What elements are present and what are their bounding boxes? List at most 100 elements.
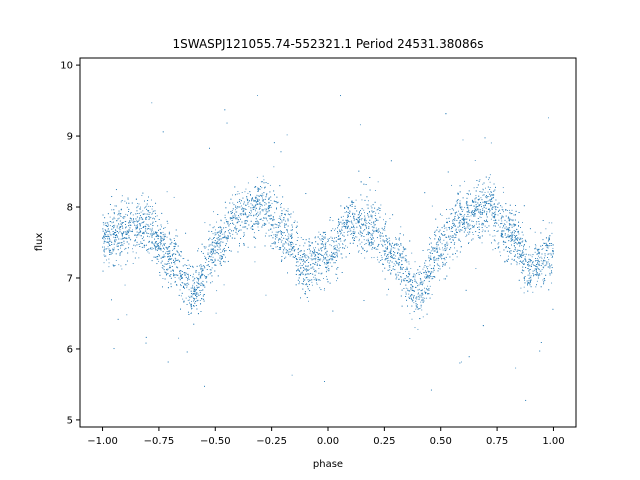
scatter-point: [414, 261, 416, 263]
scatter-point: [548, 245, 550, 247]
scatter-point: [543, 267, 545, 269]
scatter-point: [445, 248, 447, 250]
scatter-point: [352, 217, 354, 219]
scatter-point: [148, 236, 150, 238]
scatter-point: [114, 205, 116, 207]
scatter-point: [283, 232, 285, 234]
scatter-point: [120, 247, 121, 249]
scatter-point: [349, 211, 351, 213]
scatter-point: [371, 221, 373, 223]
scatter-point: [386, 238, 388, 239]
scatter-point: [278, 249, 280, 250]
scatter-point: [551, 272, 553, 274]
scatter-point: [198, 248, 199, 250]
scatter-point: [473, 212, 475, 213]
scatter-point: [287, 220, 289, 222]
scatter-point: [306, 273, 308, 275]
scatter-point: [426, 288, 428, 290]
scatter-point: [497, 214, 499, 216]
scatter-point: [509, 223, 511, 225]
scatter-point: [368, 226, 370, 228]
scatter-point: [393, 257, 395, 259]
scatter-point: [373, 240, 375, 242]
scatter-point: [328, 268, 330, 269]
scatter-point: [156, 243, 158, 245]
scatter-point: [486, 214, 487, 216]
scatter-point: [428, 289, 430, 291]
scatter-point: [408, 296, 410, 298]
scatter-point: [444, 257, 445, 259]
scatter-point: [422, 281, 424, 283]
scatter-point: [548, 253, 550, 255]
scatter-point: [207, 254, 209, 255]
scatter-point: [538, 255, 539, 257]
scatter-point: [459, 231, 461, 233]
scatter-point: [254, 186, 256, 188]
scatter-point: [397, 263, 399, 265]
scatter-point: [308, 300, 309, 302]
scatter-point: [504, 224, 506, 226]
scatter-point: [226, 238, 228, 240]
scatter-point: [301, 271, 303, 273]
scatter-point: [473, 224, 475, 226]
scatter-point: [178, 253, 180, 255]
scatter-point: [255, 210, 256, 212]
scatter-point: [285, 256, 287, 258]
scatter-point: [401, 253, 403, 255]
scatter-point: [493, 194, 495, 196]
scatter-point: [285, 234, 286, 236]
scatter-point: [452, 223, 454, 225]
scatter-point: [120, 265, 122, 267]
scatter-point: [420, 304, 422, 306]
scatter-point: [111, 252, 113, 254]
scatter-point: [274, 212, 276, 214]
scatter-point: [404, 268, 406, 270]
scatter-point: [261, 205, 263, 207]
scatter-point: [205, 262, 207, 263]
scatter-point: [334, 229, 335, 231]
scatter-point: [168, 262, 170, 264]
scatter-point: [373, 210, 375, 212]
scatter-point: [255, 223, 257, 224]
scatter-point: [446, 275, 448, 277]
scatter-point: [135, 240, 136, 242]
scatter-point: [175, 274, 177, 275]
scatter-point: [512, 234, 514, 236]
scatter-point: [357, 214, 359, 216]
scatter-point: [479, 179, 481, 181]
scatter-point: [313, 276, 315, 278]
scatter-point: [257, 226, 259, 228]
scatter-point: [539, 257, 541, 259]
scatter-point: [182, 282, 184, 284]
scatter-point: [178, 337, 180, 339]
scatter-point: [513, 214, 515, 216]
scatter-point: [319, 279, 320, 281]
scatter-point: [446, 229, 448, 231]
scatter-point: [236, 222, 238, 224]
scatter-point: [300, 237, 302, 239]
scatter-point: [120, 201, 122, 203]
scatter-point: [272, 237, 274, 239]
scatter-point: [416, 307, 418, 309]
scatter-point: [200, 272, 202, 274]
scatter-point: [162, 231, 164, 233]
scatter-point: [215, 242, 216, 244]
scatter-point: [217, 237, 219, 239]
scatter-point: [218, 235, 220, 237]
scatter-point: [166, 251, 168, 252]
scatter-point: [279, 222, 281, 224]
scatter-point: [440, 233, 442, 235]
scatter-point: [121, 243, 123, 245]
scatter-point: [414, 278, 416, 280]
scatter-point: [408, 273, 410, 274]
scatter-point: [270, 196, 272, 198]
scatter-point: [201, 274, 203, 276]
scatter-point: [366, 204, 368, 206]
scatter-point: [276, 237, 278, 239]
scatter-point: [502, 227, 504, 229]
scatter-point: [400, 276, 402, 278]
scatter-point: [132, 229, 133, 231]
scatter-point: [475, 268, 477, 269]
scatter-point: [342, 243, 344, 245]
scatter-point: [217, 239, 219, 241]
